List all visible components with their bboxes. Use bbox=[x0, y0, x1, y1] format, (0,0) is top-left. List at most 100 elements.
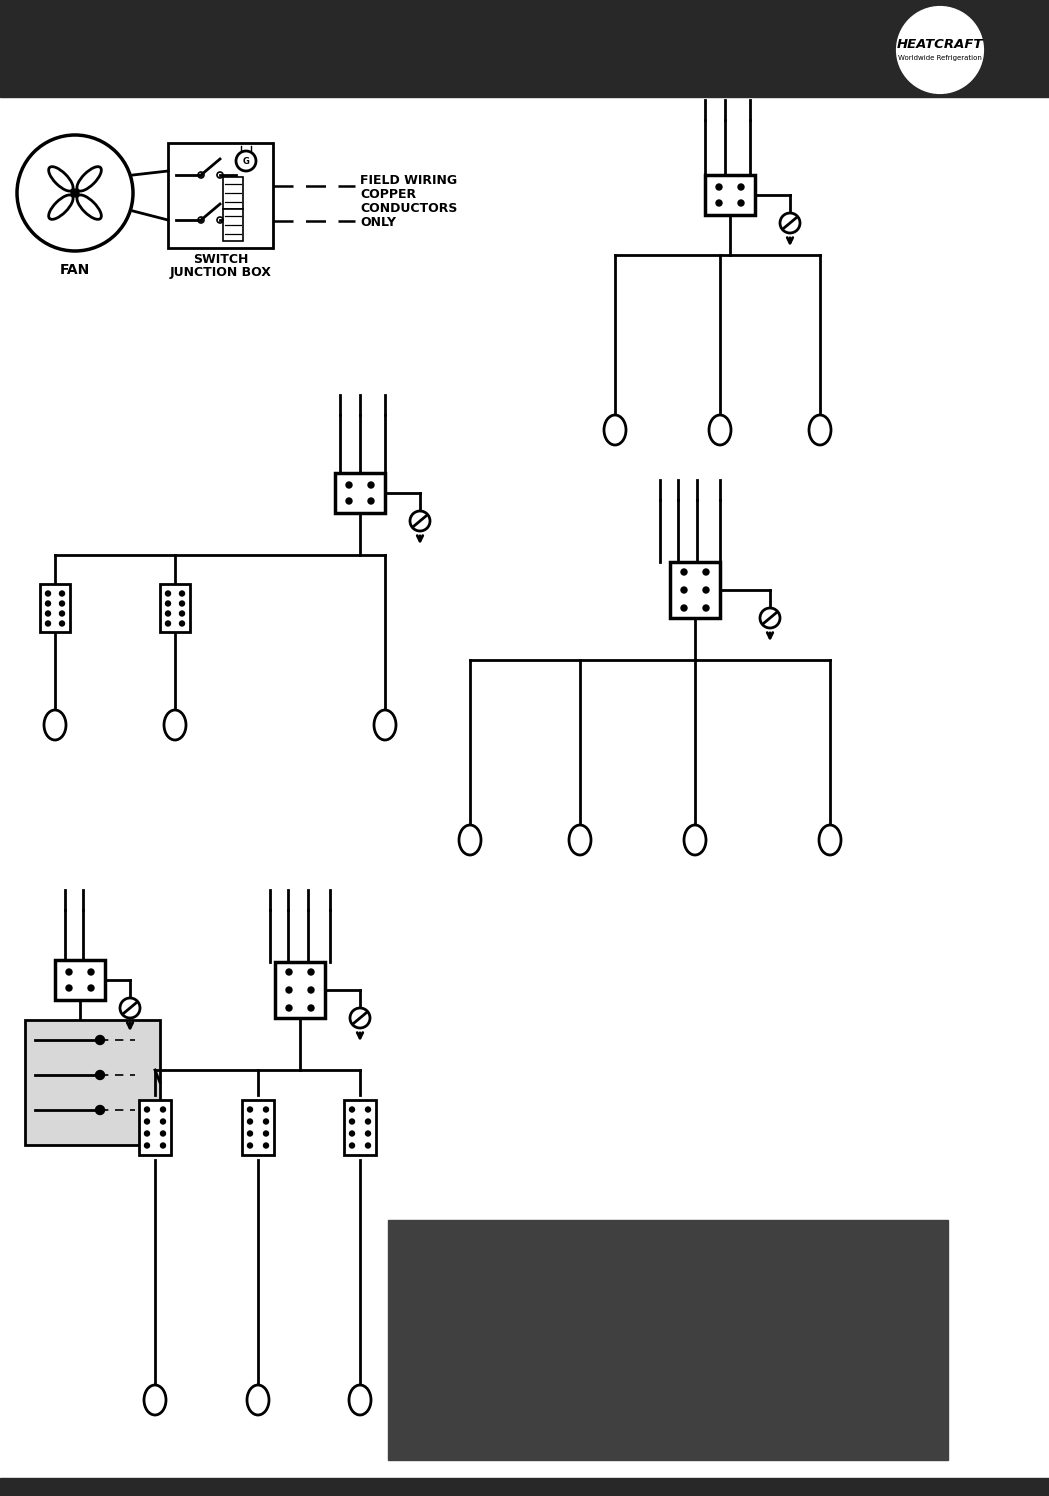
Ellipse shape bbox=[247, 1385, 269, 1415]
Text: FAN: FAN bbox=[60, 263, 90, 277]
Bar bbox=[705, 175, 755, 215]
Circle shape bbox=[716, 184, 722, 190]
Circle shape bbox=[66, 969, 72, 975]
Circle shape bbox=[95, 1106, 105, 1115]
Ellipse shape bbox=[144, 1385, 166, 1415]
Text: CONDUCTORS: CONDUCTORS bbox=[360, 202, 457, 215]
Circle shape bbox=[263, 1143, 269, 1147]
Bar bbox=[160, 583, 190, 631]
Circle shape bbox=[738, 200, 744, 206]
Circle shape bbox=[365, 1107, 370, 1112]
Bar bbox=[0, 1478, 1049, 1496]
Circle shape bbox=[60, 610, 64, 616]
Circle shape bbox=[166, 610, 171, 616]
Bar bbox=[275, 962, 325, 1017]
Bar bbox=[223, 177, 243, 209]
Circle shape bbox=[179, 601, 185, 606]
Circle shape bbox=[248, 1131, 253, 1135]
Circle shape bbox=[349, 1107, 355, 1112]
Circle shape bbox=[145, 1119, 150, 1123]
Circle shape bbox=[346, 482, 352, 488]
Bar bbox=[0, 0, 1049, 97]
Ellipse shape bbox=[819, 824, 841, 856]
Ellipse shape bbox=[349, 1385, 371, 1415]
Text: FIELD WIRING: FIELD WIRING bbox=[360, 174, 457, 187]
Text: COPPER: COPPER bbox=[360, 188, 416, 200]
Bar bbox=[242, 1100, 274, 1155]
Circle shape bbox=[308, 987, 314, 993]
Circle shape bbox=[703, 604, 709, 610]
Ellipse shape bbox=[569, 824, 591, 856]
Circle shape bbox=[263, 1131, 269, 1135]
Circle shape bbox=[368, 498, 374, 504]
Circle shape bbox=[681, 568, 687, 574]
Circle shape bbox=[248, 1107, 253, 1112]
Circle shape bbox=[120, 998, 140, 1017]
Circle shape bbox=[346, 498, 352, 504]
Ellipse shape bbox=[459, 824, 481, 856]
Ellipse shape bbox=[709, 414, 731, 444]
Circle shape bbox=[179, 591, 185, 595]
Circle shape bbox=[286, 969, 292, 975]
Text: G: G bbox=[242, 157, 250, 166]
Circle shape bbox=[898, 7, 982, 91]
Circle shape bbox=[248, 1119, 253, 1123]
Circle shape bbox=[349, 1119, 355, 1123]
Circle shape bbox=[95, 1035, 105, 1044]
Circle shape bbox=[60, 621, 64, 625]
Bar bbox=[25, 1020, 160, 1144]
Circle shape bbox=[71, 188, 79, 197]
Circle shape bbox=[308, 1005, 314, 1011]
Circle shape bbox=[66, 984, 72, 990]
Circle shape bbox=[160, 1119, 166, 1123]
Circle shape bbox=[349, 1131, 355, 1135]
Text: JUNCTION BOX: JUNCTION BOX bbox=[170, 266, 272, 278]
Circle shape bbox=[703, 586, 709, 592]
Circle shape bbox=[166, 591, 171, 595]
Ellipse shape bbox=[44, 711, 66, 741]
Bar bbox=[388, 1221, 948, 1460]
Circle shape bbox=[703, 568, 709, 574]
Circle shape bbox=[88, 984, 94, 990]
Ellipse shape bbox=[604, 414, 626, 444]
Circle shape bbox=[88, 969, 94, 975]
Ellipse shape bbox=[374, 711, 397, 741]
Circle shape bbox=[179, 621, 185, 625]
Bar bbox=[335, 473, 385, 513]
Circle shape bbox=[681, 604, 687, 610]
Circle shape bbox=[716, 200, 722, 206]
Circle shape bbox=[308, 969, 314, 975]
Text: SWITCH: SWITCH bbox=[193, 253, 249, 266]
Bar bbox=[168, 144, 273, 248]
Circle shape bbox=[166, 621, 171, 625]
Circle shape bbox=[45, 601, 50, 606]
Bar bbox=[344, 1100, 376, 1155]
Circle shape bbox=[263, 1107, 269, 1112]
Circle shape bbox=[780, 212, 800, 233]
Circle shape bbox=[365, 1143, 370, 1147]
Circle shape bbox=[349, 1143, 355, 1147]
Bar bbox=[40, 583, 70, 631]
Text: Worldwide Refrigeration: Worldwide Refrigeration bbox=[898, 55, 982, 61]
Ellipse shape bbox=[684, 824, 706, 856]
Circle shape bbox=[263, 1119, 269, 1123]
Text: HEATCRAFT: HEATCRAFT bbox=[897, 37, 983, 51]
Bar bbox=[223, 209, 243, 241]
Circle shape bbox=[45, 621, 50, 625]
Circle shape bbox=[160, 1131, 166, 1135]
Circle shape bbox=[60, 601, 64, 606]
Circle shape bbox=[45, 591, 50, 595]
Circle shape bbox=[179, 610, 185, 616]
Circle shape bbox=[365, 1131, 370, 1135]
Ellipse shape bbox=[809, 414, 831, 444]
Bar bbox=[55, 960, 105, 999]
Circle shape bbox=[95, 1071, 105, 1080]
Circle shape bbox=[145, 1143, 150, 1147]
Circle shape bbox=[286, 987, 292, 993]
Circle shape bbox=[286, 1005, 292, 1011]
Circle shape bbox=[60, 591, 64, 595]
Circle shape bbox=[160, 1143, 166, 1147]
Circle shape bbox=[759, 607, 780, 628]
Circle shape bbox=[368, 482, 374, 488]
Circle shape bbox=[145, 1131, 150, 1135]
